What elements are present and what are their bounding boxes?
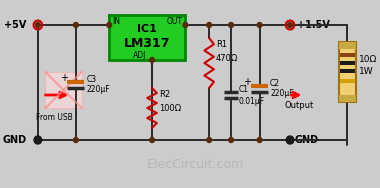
Text: C1: C1 — [239, 86, 249, 95]
Circle shape — [207, 137, 212, 143]
Text: +1.5V: +1.5V — [297, 20, 329, 30]
Bar — [339, 42, 356, 49]
Text: R1: R1 — [216, 40, 227, 49]
Text: Output: Output — [285, 101, 314, 109]
Circle shape — [288, 137, 293, 143]
Bar — [339, 42, 356, 102]
Circle shape — [150, 137, 154, 143]
Text: GND: GND — [2, 135, 27, 145]
Text: 1W: 1W — [359, 67, 373, 77]
Bar — [109, 15, 185, 60]
Circle shape — [286, 136, 294, 144]
Text: 100Ω: 100Ω — [159, 104, 181, 113]
Text: 10Ω: 10Ω — [359, 55, 377, 64]
Text: R2: R2 — [159, 90, 170, 99]
Bar — [340, 53, 355, 57]
Bar — [340, 69, 355, 73]
Text: GND: GND — [295, 135, 319, 145]
Text: +: + — [60, 73, 68, 83]
Text: IN: IN — [112, 17, 120, 26]
Text: IC1: IC1 — [137, 24, 157, 35]
Circle shape — [229, 137, 233, 143]
Text: 220μF: 220μF — [270, 89, 294, 99]
Circle shape — [257, 23, 262, 27]
Circle shape — [183, 23, 188, 27]
Circle shape — [150, 58, 154, 62]
Text: +5V: +5V — [4, 20, 27, 30]
Text: 0.01μF: 0.01μF — [239, 96, 265, 105]
Bar — [339, 95, 356, 102]
Circle shape — [35, 137, 40, 143]
Circle shape — [34, 136, 42, 144]
Circle shape — [35, 23, 40, 27]
Circle shape — [288, 23, 293, 27]
Bar — [340, 61, 355, 65]
Circle shape — [107, 23, 112, 27]
Circle shape — [74, 23, 78, 27]
Text: LM317: LM317 — [124, 37, 171, 50]
Text: +: + — [243, 77, 251, 87]
Text: C2: C2 — [270, 79, 280, 87]
Text: From USB: From USB — [36, 114, 73, 123]
Text: ADJ: ADJ — [133, 52, 146, 61]
Circle shape — [74, 137, 78, 143]
Circle shape — [229, 23, 233, 27]
Text: C3: C3 — [86, 74, 97, 83]
Text: ElecCircuit.com: ElecCircuit.com — [146, 158, 244, 171]
Circle shape — [207, 23, 212, 27]
Text: OUT: OUT — [166, 17, 182, 26]
Circle shape — [257, 137, 262, 143]
Bar — [46, 72, 82, 108]
Bar — [340, 79, 355, 83]
Text: 220μF: 220μF — [86, 86, 110, 95]
Text: 470Ω: 470Ω — [216, 54, 238, 63]
